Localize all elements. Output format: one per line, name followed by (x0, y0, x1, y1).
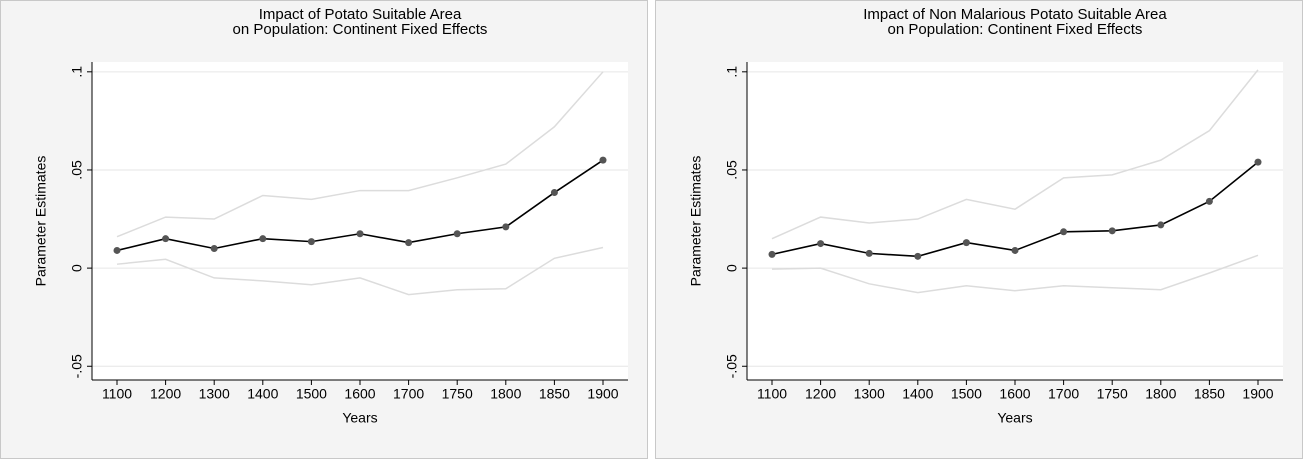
point-marker (599, 156, 607, 164)
point-marker (865, 249, 873, 257)
point-marker (1060, 228, 1068, 236)
point-marker (1254, 158, 1262, 166)
y-tick-label: .1 (69, 66, 85, 78)
point-marker (1108, 227, 1116, 235)
point-marker (307, 238, 315, 246)
x-tick-label: 1100 (102, 386, 132, 402)
x-tick-label: 1500 (296, 386, 327, 402)
x-axis-label: Years (342, 410, 377, 426)
series-line (771, 69, 1259, 240)
y-tick-label: -.05 (69, 354, 85, 378)
x-tick-label: 1300 (199, 386, 230, 402)
x-tick-label: 1800 (490, 386, 521, 402)
series-line (116, 246, 604, 296)
x-tick-label: 1500 (951, 386, 982, 402)
point-marker (502, 223, 510, 231)
x-tick-label: 1200 (150, 386, 181, 402)
series-line (116, 71, 604, 238)
point-marker (356, 230, 364, 238)
point-marker (1157, 221, 1165, 229)
x-tick-label: 1850 (539, 386, 570, 402)
point-marker (1011, 246, 1019, 254)
chart-title: on Population: Continent Fixed Effects (233, 21, 488, 38)
chart-title: Impact of Non Malarious Potato Suitable … (863, 6, 1167, 23)
point-marker (1205, 197, 1213, 205)
chart-title: Impact of Potato Suitable Area (259, 6, 462, 23)
x-axis-label: Years (997, 410, 1032, 426)
y-tick-label: -.05 (724, 354, 740, 378)
y-tick-label: 0 (724, 264, 740, 272)
x-tick-label: 1400 (247, 386, 278, 402)
y-tick-label: 0 (69, 264, 85, 272)
point-marker (962, 239, 970, 247)
chart-title: on Population: Continent Fixed Effects (888, 21, 1143, 38)
x-tick-label: 1100 (757, 386, 787, 402)
x-tick-label: 1750 (442, 386, 473, 402)
series-line (771, 254, 1259, 294)
x-tick-label: 1800 (1145, 386, 1176, 402)
x-tick-label: 1700 (1048, 386, 1079, 402)
x-tick-label: 1300 (854, 386, 885, 402)
point-marker (162, 235, 170, 243)
y-axis-label: Parameter Estimates (33, 156, 49, 287)
y-tick-label: .05 (69, 160, 85, 180)
x-tick-label: 1900 (1242, 386, 1273, 402)
point-marker (259, 235, 267, 243)
x-tick-label: 1850 (1194, 386, 1225, 402)
point-marker (210, 244, 218, 252)
plot-area (747, 62, 1283, 380)
point-marker (405, 239, 413, 247)
point-marker (768, 250, 776, 258)
y-tick-label: .1 (724, 66, 740, 78)
point-marker (817, 240, 825, 248)
x-tick-label: 1700 (393, 386, 424, 402)
x-tick-label: 1600 (999, 386, 1030, 402)
point-marker (550, 189, 558, 197)
x-tick-label: 1900 (587, 386, 618, 402)
x-tick-label: 1750 (1097, 386, 1128, 402)
panel: Impact of Non Malarious Potato Suitable … (655, 0, 1303, 459)
point-marker (113, 246, 121, 254)
point-marker (453, 230, 461, 238)
y-axis-label: Parameter Estimates (688, 156, 704, 287)
y-tick-label: .05 (724, 160, 740, 180)
plot-area (92, 62, 628, 380)
point-marker (914, 252, 922, 260)
x-tick-label: 1200 (805, 386, 836, 402)
x-tick-label: 1600 (344, 386, 375, 402)
x-tick-label: 1400 (902, 386, 933, 402)
